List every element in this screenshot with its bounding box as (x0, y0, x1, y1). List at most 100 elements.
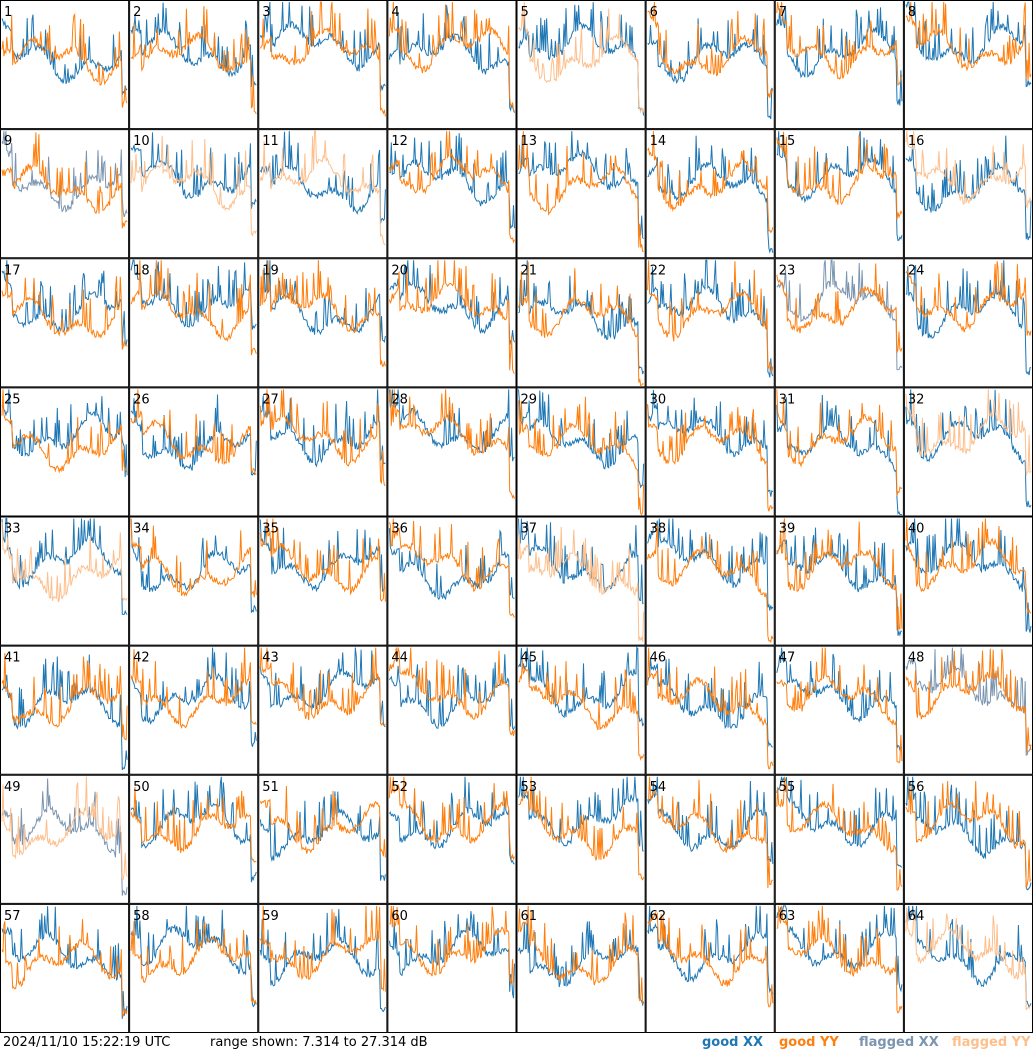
panel-number: 35 (262, 522, 279, 537)
panel-43: 43 (258, 645, 388, 775)
panel-22: 22 (645, 258, 775, 388)
panel-40: 40 (903, 516, 1033, 646)
series-xx-line (389, 654, 515, 731)
panel-14: 14 (645, 129, 775, 259)
panel-36: 36 (387, 516, 517, 646)
series-xx-line (259, 647, 386, 728)
panel-number: 13 (521, 134, 538, 149)
panel-34: 34 (129, 516, 259, 646)
series-xx-line (1, 131, 128, 218)
series-xx-line (130, 905, 257, 1008)
panel-60: 60 (387, 903, 517, 1033)
series-xx-line (905, 135, 1032, 241)
panel-7: 7 (774, 0, 904, 130)
series-yy-line (130, 135, 257, 237)
panel-42: 42 (129, 645, 259, 775)
panel-number: 1 (4, 5, 12, 20)
series-yy-line (776, 776, 903, 891)
panel-28: 28 (387, 387, 517, 517)
legend-flagged-yy: flagged YY (952, 1035, 1031, 1050)
panel-58: 58 (129, 903, 259, 1033)
panel-frame (903, 258, 1033, 388)
series-yy-line (388, 131, 515, 244)
panel-number: 45 (521, 651, 538, 666)
series-yy-line (518, 131, 644, 253)
panel-63: 63 (774, 903, 904, 1033)
panel-frame (903, 129, 1033, 259)
series-yy-line (1, 12, 128, 108)
series-xx-line (776, 131, 903, 242)
series-xx-line (259, 908, 386, 1013)
series-xx-line (905, 776, 1032, 891)
series-yy-line (905, 1, 1032, 81)
series-yy-line (776, 263, 903, 353)
panel-number: 51 (262, 780, 279, 795)
series-yy-line (905, 518, 1032, 615)
series-xx-line (647, 135, 774, 254)
panel-6: 6 (645, 0, 775, 130)
footer-bar: 2024/11/10 15:22:19 UTC range shown: 7.3… (0, 1033, 1033, 1053)
series-xx-line (130, 132, 257, 209)
series-xx-line (259, 131, 386, 224)
panel-number: 6 (650, 5, 658, 20)
series-yy-line (259, 260, 386, 367)
panel-number: 4 (391, 5, 399, 20)
series-yy-line (518, 526, 645, 642)
panel-frame (258, 258, 388, 388)
series-yy-line (259, 647, 386, 726)
series-yy-line (776, 389, 903, 496)
panel-32: 32 (903, 387, 1033, 517)
panel-54: 54 (645, 774, 775, 904)
panel-number: 42 (133, 651, 150, 666)
panel-number: 28 (391, 392, 408, 407)
panel-number: 57 (4, 909, 21, 924)
panel-frame (0, 387, 130, 517)
panel-number: 60 (391, 909, 408, 924)
panel-number: 21 (521, 263, 538, 278)
series-yy-line (905, 780, 1032, 890)
panel-frame (645, 0, 775, 130)
panel-frame (516, 129, 646, 259)
range-text: range shown: 7.314 to 27.314 dB (210, 1035, 428, 1050)
panel-2: 2 (129, 0, 259, 130)
series-yy-line (647, 131, 774, 234)
series-yy-line (1, 132, 128, 229)
series-xx-line (389, 260, 515, 345)
panel-number: 29 (521, 392, 538, 407)
panel-59: 59 (258, 903, 388, 1033)
panel-57: 57 (0, 903, 130, 1033)
panel-number: 43 (262, 651, 279, 666)
series-yy-line (518, 1, 645, 114)
panel-frame (258, 645, 388, 775)
series-yy-line (1, 919, 128, 1017)
panel-frame (258, 0, 388, 130)
panel-13: 13 (516, 129, 646, 259)
series-yy-line (647, 524, 774, 644)
panel-number: 25 (4, 392, 21, 407)
panel-number: 23 (779, 263, 796, 278)
series-xx-line (389, 133, 515, 229)
panel-number: 2 (133, 5, 141, 20)
panel-number: 14 (650, 134, 667, 149)
series-yy-line (130, 6, 257, 115)
panel-frame (516, 645, 646, 775)
panel-frame (0, 129, 130, 259)
series-yy-line (130, 260, 257, 356)
panel-31: 31 (774, 387, 904, 517)
legend-good-yy: good YY (779, 1035, 839, 1050)
series-xx-line (776, 527, 902, 637)
panel-number: 62 (650, 909, 667, 924)
series-yy-line (130, 647, 257, 730)
series-yy-line (388, 260, 515, 374)
series-xx-line (905, 260, 1032, 376)
series-yy-line (647, 776, 773, 889)
panel-number: 9 (4, 134, 12, 149)
series-yy-line (905, 907, 1032, 1011)
panel-number: 33 (4, 522, 21, 537)
series-yy-line (259, 905, 386, 992)
series-yy-line (518, 660, 645, 761)
panel-number: 27 (262, 392, 279, 407)
panel-12: 12 (387, 129, 517, 259)
series-xx-line (518, 2, 645, 116)
panel-number: 10 (133, 134, 150, 149)
